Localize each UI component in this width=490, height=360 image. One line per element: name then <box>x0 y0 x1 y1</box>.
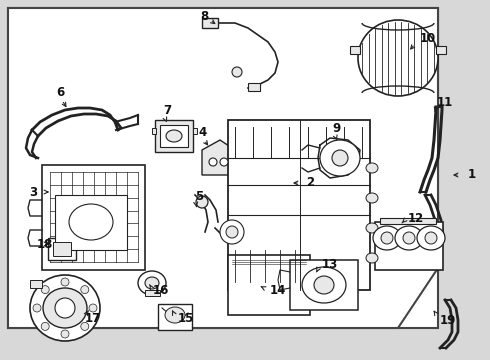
Ellipse shape <box>358 20 438 96</box>
Ellipse shape <box>81 285 89 294</box>
Ellipse shape <box>395 226 423 250</box>
Ellipse shape <box>220 158 228 166</box>
Text: 13: 13 <box>322 258 338 271</box>
Text: 6: 6 <box>56 85 64 99</box>
Ellipse shape <box>196 196 208 208</box>
Bar <box>228 255 310 315</box>
Text: 11: 11 <box>437 96 453 109</box>
Bar <box>55 195 127 250</box>
Text: 5: 5 <box>195 189 203 202</box>
Text: 18: 18 <box>37 238 53 251</box>
Text: 12: 12 <box>408 211 424 225</box>
Bar <box>155 120 193 152</box>
Bar <box>202 18 218 28</box>
Bar <box>436 46 446 54</box>
Bar <box>228 120 370 290</box>
Ellipse shape <box>366 253 378 263</box>
Bar <box>158 304 192 330</box>
Ellipse shape <box>314 276 334 294</box>
Ellipse shape <box>33 304 41 312</box>
Ellipse shape <box>381 232 393 244</box>
Ellipse shape <box>69 204 113 240</box>
Ellipse shape <box>220 220 244 244</box>
Ellipse shape <box>41 323 49 330</box>
Bar <box>53 242 71 256</box>
Bar <box>248 83 260 91</box>
Text: 4: 4 <box>198 126 206 139</box>
Text: 15: 15 <box>178 311 195 324</box>
Bar <box>30 280 42 288</box>
Ellipse shape <box>165 307 185 323</box>
Bar <box>380 218 436 224</box>
Ellipse shape <box>373 226 401 250</box>
Bar <box>290 260 358 310</box>
Ellipse shape <box>302 267 346 303</box>
Ellipse shape <box>55 298 75 318</box>
Text: 17: 17 <box>85 311 101 324</box>
Ellipse shape <box>417 226 445 250</box>
Text: 19: 19 <box>440 314 456 327</box>
Bar <box>193 128 197 134</box>
Bar <box>375 222 443 270</box>
Polygon shape <box>202 140 235 175</box>
Ellipse shape <box>81 323 89 330</box>
Bar <box>145 290 160 296</box>
Polygon shape <box>8 8 438 328</box>
Text: 3: 3 <box>29 185 37 198</box>
Text: 1: 1 <box>468 168 476 181</box>
Ellipse shape <box>226 226 238 238</box>
Ellipse shape <box>366 163 378 173</box>
Ellipse shape <box>61 278 69 286</box>
Bar <box>42 165 145 270</box>
Text: 10: 10 <box>420 31 436 45</box>
Ellipse shape <box>403 232 415 244</box>
Text: 8: 8 <box>200 10 208 23</box>
Ellipse shape <box>425 232 437 244</box>
Ellipse shape <box>209 158 217 166</box>
Bar <box>48 238 76 260</box>
Ellipse shape <box>61 330 69 338</box>
Ellipse shape <box>232 67 242 77</box>
Ellipse shape <box>89 304 97 312</box>
Bar <box>8 8 438 328</box>
Bar <box>160 125 188 147</box>
Text: 2: 2 <box>306 176 314 189</box>
Ellipse shape <box>320 140 360 176</box>
Ellipse shape <box>366 223 378 233</box>
Ellipse shape <box>332 150 348 166</box>
Text: 16: 16 <box>153 284 170 297</box>
Ellipse shape <box>30 275 100 341</box>
Ellipse shape <box>41 285 49 294</box>
Ellipse shape <box>366 193 378 203</box>
Bar <box>350 46 360 54</box>
Ellipse shape <box>43 288 87 328</box>
Ellipse shape <box>138 271 166 295</box>
Bar <box>152 128 156 134</box>
Ellipse shape <box>145 277 159 289</box>
Ellipse shape <box>166 130 182 142</box>
Text: 9: 9 <box>332 122 340 135</box>
Text: 7: 7 <box>163 104 171 117</box>
Text: 14: 14 <box>270 284 286 297</box>
